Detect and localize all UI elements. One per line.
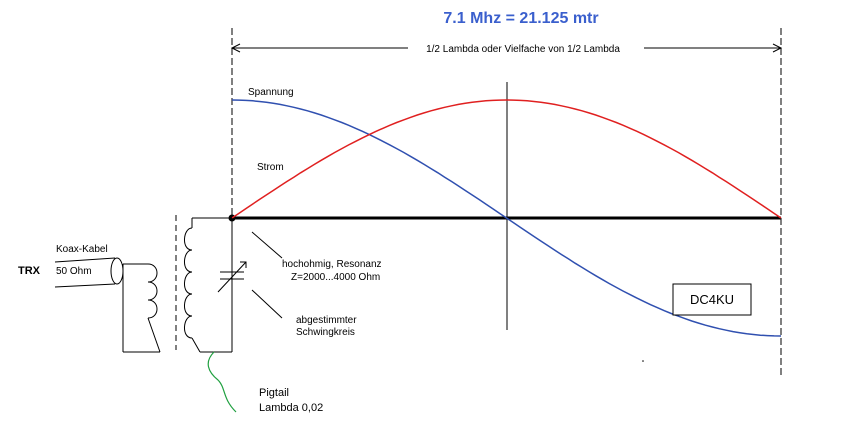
pigtail-label-line2: Lambda 0,02 <box>259 402 323 414</box>
pigtail-wire <box>207 351 237 413</box>
impedance-leader <box>251 231 283 259</box>
pigtail-label-line1: Pigtail <box>259 387 289 399</box>
tank-label-line1: abgestimmter <box>296 315 357 326</box>
callsign-box <box>672 283 752 316</box>
tank-circuit <box>175 215 247 353</box>
tank-leader <box>251 289 283 319</box>
tank-label-line2: Schwingkreis <box>296 327 355 338</box>
voltage-curve <box>231 99 782 337</box>
impedance-label-line2: Z=2000...4000 Ohm <box>291 272 380 283</box>
dimension-line: 1/2 Lambda oder Vielfache von 1/2 Lambda <box>230 41 783 55</box>
coax-label-line1: Koax-Kabel <box>56 244 108 255</box>
voltage-label: Spannung <box>248 87 294 98</box>
stray-dot <box>642 360 644 362</box>
title: 7.1 Mhz = 21.125 mtr <box>443 10 598 27</box>
coax-label-line2: 50 Ohm <box>56 266 92 277</box>
current-curve <box>231 99 782 219</box>
trx-label: TRX <box>18 265 41 277</box>
primary-coil <box>122 263 161 353</box>
callsign-text: DC4KU <box>690 292 734 307</box>
current-label: Strom <box>257 162 284 173</box>
dimension-label: 1/2 Lambda oder Vielfache von 1/2 Lambda <box>426 44 620 55</box>
coax-cable <box>54 257 124 288</box>
impedance-label-line1: hochohmig, Resonanz <box>282 259 382 270</box>
